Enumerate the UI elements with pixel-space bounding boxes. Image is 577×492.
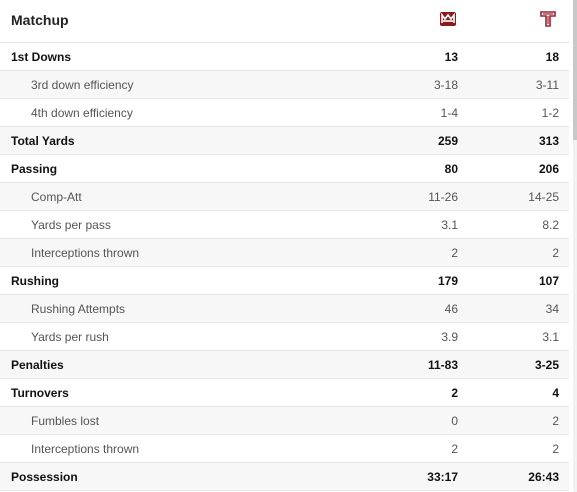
matchup-header: Matchup (0, 0, 569, 43)
home-value: 107 (538, 274, 559, 288)
home-value: 313 (538, 134, 559, 148)
stat-row-rushing-attempts: Rushing Attempts 46 34 (0, 295, 569, 323)
stat-row-first-downs: 1st Downs 13 18 (0, 43, 569, 71)
home-value: 3.1 (542, 330, 559, 344)
away-value: 259 (437, 134, 458, 148)
away-value: 3-18 (433, 78, 458, 92)
away-value: 46 (444, 302, 458, 316)
stat-row-passing: Passing 80 206 (0, 155, 569, 183)
stat-row-interceptions-thrown-2: Interceptions thrown 2 2 (0, 435, 569, 463)
home-value: 2 (552, 246, 559, 260)
stat-row-turnovers: Turnovers 2 4 (0, 379, 569, 407)
stat-label: 4th down efficiency (31, 106, 133, 120)
stat-label: Yards per rush (31, 330, 109, 344)
stat-label: Rushing (11, 274, 59, 288)
stat-label: 1st Downs (11, 50, 72, 64)
away-value: 13 (444, 50, 458, 64)
away-value: 179 (437, 274, 458, 288)
away-value: 2 (451, 386, 458, 400)
stat-row-yards-per-rush: Yards per rush 3.9 3.1 (0, 323, 569, 351)
home-value: 206 (538, 162, 559, 176)
stat-label: Fumbles lost (31, 414, 100, 428)
home-value: 3-11 (535, 78, 559, 92)
stat-label: Turnovers (11, 386, 69, 400)
stat-row-fourth-down-efficiency: 4th down efficiency 1-4 1-2 (0, 99, 569, 127)
stat-row-third-down-efficiency: 3rd down efficiency 3-18 3-11 (0, 71, 569, 99)
stat-row-penalties: Penalties 11-83 3-25 (0, 351, 569, 379)
away-value: 0 (451, 414, 458, 428)
stat-row-rushing: Rushing 179 107 (0, 267, 569, 295)
home-value: 34 (545, 302, 559, 316)
stats-table: 1st Downs 13 18 3rd down efficiency 3-18… (0, 43, 569, 491)
home-value: 3-25 (534, 358, 559, 372)
stat-row-fumbles-lost: Fumbles lost 0 2 (0, 407, 569, 435)
stat-label: Penalties (11, 358, 64, 372)
stat-label: Possession (11, 470, 78, 484)
away-value: 33:17 (427, 470, 458, 484)
away-value: 1-4 (440, 106, 458, 120)
stat-label: Interceptions thrown (31, 246, 140, 260)
temple-logo-icon[interactable] (538, 9, 558, 29)
away-value: 11-26 (428, 190, 458, 204)
home-value: 26:43 (528, 470, 559, 484)
home-value: 4 (552, 386, 559, 400)
stat-label: 3rd down efficiency (31, 78, 134, 92)
home-value: 2 (552, 414, 559, 428)
home-value: 8.2 (542, 218, 559, 232)
stat-row-possession: Possession 33:17 26:43 (0, 463, 569, 491)
matchup-title: Matchup (11, 12, 69, 28)
stat-label: Yards per pass (31, 218, 111, 232)
stat-row-comp-att: Comp-Att 11-26 14-25 (0, 183, 569, 211)
stat-label: Interceptions thrown (31, 442, 140, 456)
stat-label: Passing (11, 162, 58, 176)
home-value: 14-25 (528, 190, 559, 204)
away-value: 11-83 (427, 358, 458, 372)
away-value: 3.9 (441, 330, 458, 344)
stat-label: Total Yards (11, 134, 75, 148)
away-value: 2 (451, 246, 458, 260)
away-value: 80 (444, 162, 458, 176)
umass-logo-icon[interactable] (438, 9, 458, 29)
home-value: 2 (552, 442, 559, 456)
stat-label: Comp-Att (31, 190, 82, 204)
stat-label: Rushing Attempts (31, 302, 126, 316)
stat-row-yards-per-pass: Yards per pass 3.1 8.2 (0, 211, 569, 239)
home-value: 18 (545, 50, 559, 64)
scrollbar-thumb[interactable] (573, 0, 577, 140)
scrollbar[interactable] (573, 0, 577, 492)
stat-row-interceptions-thrown: Interceptions thrown 2 2 (0, 239, 569, 267)
away-value: 3.1 (441, 218, 458, 232)
away-value: 2 (451, 442, 458, 456)
stat-row-total-yards: Total Yards 259 313 (0, 127, 569, 155)
home-value: 1-2 (541, 106, 559, 120)
